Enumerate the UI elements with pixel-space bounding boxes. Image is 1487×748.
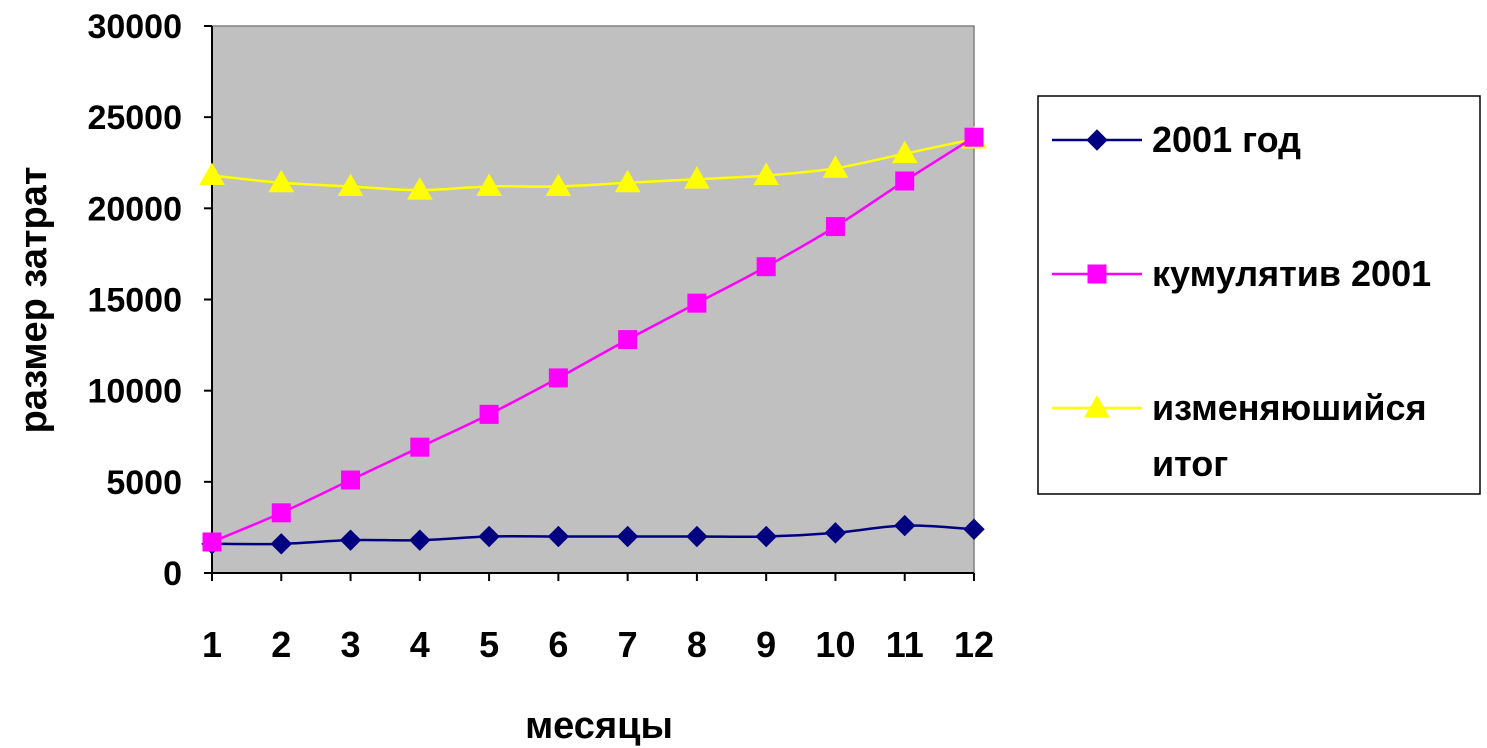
series-3 (199, 126, 987, 200)
series-1 (201, 514, 985, 555)
data-point (755, 525, 777, 548)
legend-label: изменяюшийся (1152, 387, 1427, 428)
data-point (895, 171, 915, 191)
x-axis-title: месяцы (525, 705, 673, 747)
data-point (547, 525, 570, 548)
data-point (410, 437, 430, 457)
data-point (341, 470, 361, 490)
data-point (825, 217, 845, 237)
data-point (271, 503, 291, 523)
x-tick-label: 2 (271, 624, 291, 665)
y-tick-label: 10000 (87, 373, 182, 411)
data-point (548, 368, 568, 388)
x-tick-label: 4 (410, 624, 430, 665)
x-tick-label: 1 (202, 624, 222, 665)
data-point (894, 514, 916, 537)
legend-marker (1086, 129, 1108, 151)
data-point (686, 525, 708, 548)
data-point (964, 127, 984, 147)
legend-label: кумулятив 2001 (1152, 253, 1431, 294)
data-point (409, 529, 431, 551)
y-tick-label: 15000 (87, 282, 182, 320)
data-point (891, 140, 918, 164)
data-point (545, 173, 572, 196)
data-point (687, 293, 707, 313)
data-point (618, 330, 638, 350)
x-tick-label: 12 (954, 624, 994, 665)
data-point (406, 177, 433, 200)
data-point (963, 518, 985, 540)
x-tick-label: 8 (687, 624, 707, 665)
data-point (824, 522, 847, 544)
data-point (479, 404, 499, 424)
x-tick-label: 3 (341, 624, 361, 665)
data-point (684, 166, 710, 189)
data-point (478, 525, 500, 548)
data-point (339, 529, 362, 551)
data-point (270, 533, 292, 555)
data-point (756, 257, 776, 277)
data-point (337, 173, 364, 196)
y-tick-label: 20000 (87, 190, 182, 228)
legend-item-1: 2001 год (1052, 119, 1301, 160)
data-point (753, 162, 780, 186)
legend-item-3: изменяюшийся итог (1052, 387, 1427, 484)
y-axis-title: размер затрат (13, 167, 55, 434)
legend-marker (1084, 394, 1110, 418)
y-tick-label: 30000 (87, 8, 182, 46)
data-point (202, 532, 222, 552)
x-tick-label: 9 (756, 624, 776, 665)
legend-marker (1087, 264, 1107, 284)
series-2 (202, 127, 984, 552)
data-point (616, 525, 639, 548)
x-tick-label: 11 (886, 624, 924, 665)
legend-box (1037, 95, 1481, 495)
series-layer (199, 126, 987, 555)
x-tick-label: 7 (618, 624, 638, 665)
plot-area (211, 25, 975, 574)
legend-item-2: кумулятив 2001 (1052, 253, 1431, 294)
y-tick-label: 0 (163, 555, 182, 593)
legend: 2001 год кумулятив 2001 изменяюшийся итог (1037, 95, 1481, 495)
x-tick-label: 10 (815, 624, 855, 665)
x-tick-label: 6 (548, 624, 568, 665)
y-tick-label: 5000 (106, 464, 182, 502)
y-tick-label: 25000 (87, 99, 182, 137)
data-point (199, 162, 225, 186)
data-point (614, 169, 641, 193)
x-tick-label: 5 (479, 624, 499, 665)
legend-label: итог (1152, 443, 1228, 484)
data-point (476, 173, 502, 196)
y-axis: 0 5000 10000 15000 20000 25000 30000 (87, 8, 213, 593)
data-point (268, 169, 295, 193)
data-point (822, 155, 849, 178)
legend-label: 2001 год (1152, 119, 1301, 160)
x-axis: 1 2 3 4 5 6 7 8 9 10 11 12 (202, 572, 994, 665)
